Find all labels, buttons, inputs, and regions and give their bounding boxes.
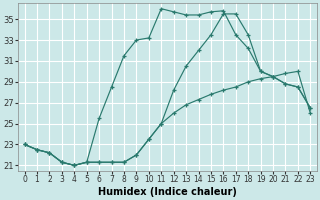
X-axis label: Humidex (Indice chaleur): Humidex (Indice chaleur) — [98, 187, 237, 197]
